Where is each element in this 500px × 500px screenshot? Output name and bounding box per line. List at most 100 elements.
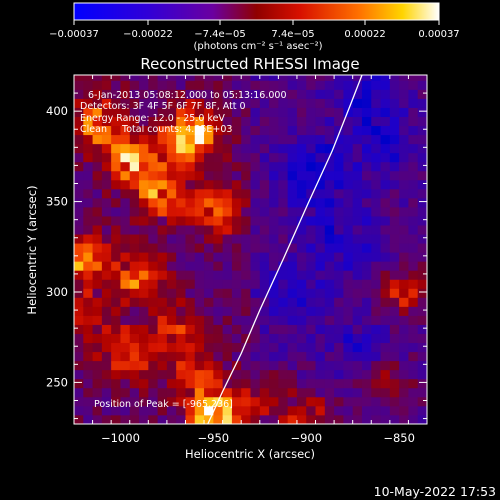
heatmap-cell — [74, 342, 84, 353]
heatmap-cell — [139, 80, 149, 90]
heatmap-cell — [74, 360, 84, 371]
heatmap-cell — [241, 179, 251, 190]
heatmap-cell — [74, 252, 84, 262]
heatmap-cell — [315, 297, 326, 307]
heatmap-cell — [334, 107, 344, 117]
heatmap-cell — [287, 188, 298, 199]
heatmap-cell — [139, 98, 149, 108]
heatmap-cell — [120, 297, 131, 307]
heatmap-cell — [278, 351, 289, 362]
heatmap-cell — [166, 315, 177, 325]
heatmap-cell — [120, 378, 131, 389]
heatmap-cell — [324, 179, 335, 190]
heatmap-cell — [101, 116, 112, 127]
heatmap-cell — [222, 378, 233, 389]
heatmap-cell — [157, 351, 168, 362]
heatmap-cell — [176, 98, 186, 108]
heatmap-cell — [371, 306, 381, 316]
heatmap-cell — [157, 143, 168, 154]
heatmap-cell — [92, 333, 103, 344]
heatmap-cell — [371, 116, 381, 127]
heatmap-cell — [222, 387, 233, 398]
heatmap-cell — [166, 197, 177, 208]
heatmap-cell — [120, 324, 131, 334]
heatmap-cell — [213, 179, 224, 190]
heatmap-cell — [120, 207, 131, 217]
heatmap-cell — [417, 216, 427, 226]
heatmap-cell — [185, 197, 196, 208]
heatmap-cell — [185, 134, 196, 145]
heatmap-cell — [399, 396, 409, 407]
heatmap-cell — [389, 75, 400, 81]
heatmap-cell — [185, 170, 196, 181]
heatmap-cell — [129, 152, 140, 163]
heatmap-cell — [222, 152, 233, 163]
heatmap-cell — [324, 333, 335, 344]
heatmap-cell — [306, 216, 316, 226]
heatmap-cell — [176, 252, 186, 262]
heatmap-cell — [399, 414, 409, 424]
heatmap-cell — [185, 378, 196, 389]
heatmap-cell — [74, 107, 84, 117]
heatmap-cell — [139, 234, 149, 244]
y-tick-label: 300 — [46, 285, 68, 299]
heatmap-cell — [389, 107, 400, 117]
colorbar-tick-label: 0.00022 — [344, 29, 385, 40]
heatmap-cell — [148, 252, 159, 262]
heatmap-cell — [213, 98, 224, 108]
heatmap-cell — [278, 396, 289, 407]
heatmap-cell — [148, 197, 159, 208]
heatmap-cell — [176, 125, 186, 136]
heatmap-cell — [296, 107, 307, 117]
heatmap-cell — [399, 89, 409, 99]
heatmap-cell — [111, 288, 121, 298]
heatmap-cell — [296, 225, 307, 235]
heatmap-cell — [250, 216, 261, 226]
heatmap-cell — [139, 405, 149, 416]
heatmap-cell — [185, 252, 196, 262]
heatmap-cell — [92, 234, 103, 244]
heatmap-cell — [222, 261, 233, 271]
heatmap-cell — [92, 252, 103, 262]
heatmap-cell — [334, 197, 344, 208]
heatmap-cell — [101, 134, 112, 145]
heatmap-cell — [315, 207, 326, 217]
heatmap-cell — [389, 80, 400, 90]
heatmap-cell — [334, 252, 344, 262]
heatmap-cell — [185, 279, 196, 289]
heatmap-cell — [361, 107, 372, 117]
heatmap-cell — [352, 197, 363, 208]
heatmap-cell — [371, 225, 381, 235]
colorbar-tick-label: 7.4e−05 — [271, 29, 314, 40]
heatmap-cell — [148, 80, 159, 90]
heatmap-cell — [111, 360, 121, 371]
heatmap-cell — [111, 252, 121, 262]
heatmap-cell — [111, 116, 121, 127]
heatmap-cell — [148, 306, 159, 316]
heatmap-cell — [287, 89, 298, 99]
heatmap-cell — [213, 414, 224, 424]
heatmap-cell — [166, 98, 177, 108]
heatmap-cell — [185, 351, 196, 362]
heatmap-cell — [343, 279, 354, 289]
heatmap-cell — [157, 107, 168, 117]
heatmap-cell — [176, 324, 186, 334]
heatmap-cell — [417, 324, 427, 334]
heatmap-cell — [176, 188, 186, 199]
heatmap-cell — [111, 342, 121, 353]
heatmap-cell — [222, 216, 233, 226]
heatmap-cell — [194, 297, 205, 307]
heatmap-cell — [101, 216, 112, 226]
heatmap-cell — [83, 333, 93, 344]
heatmap-cell — [287, 207, 298, 217]
heatmap-cell — [213, 170, 224, 181]
heatmap-cell — [296, 152, 307, 163]
heatmap-cell — [324, 116, 335, 127]
heatmap-cell — [250, 75, 261, 81]
heatmap-cell — [213, 75, 224, 81]
heatmap-cell — [343, 125, 354, 136]
heatmap-cell — [120, 306, 131, 316]
heatmap-cell — [166, 252, 177, 262]
heatmap-cell — [166, 170, 177, 181]
heatmap-cell — [213, 360, 224, 371]
